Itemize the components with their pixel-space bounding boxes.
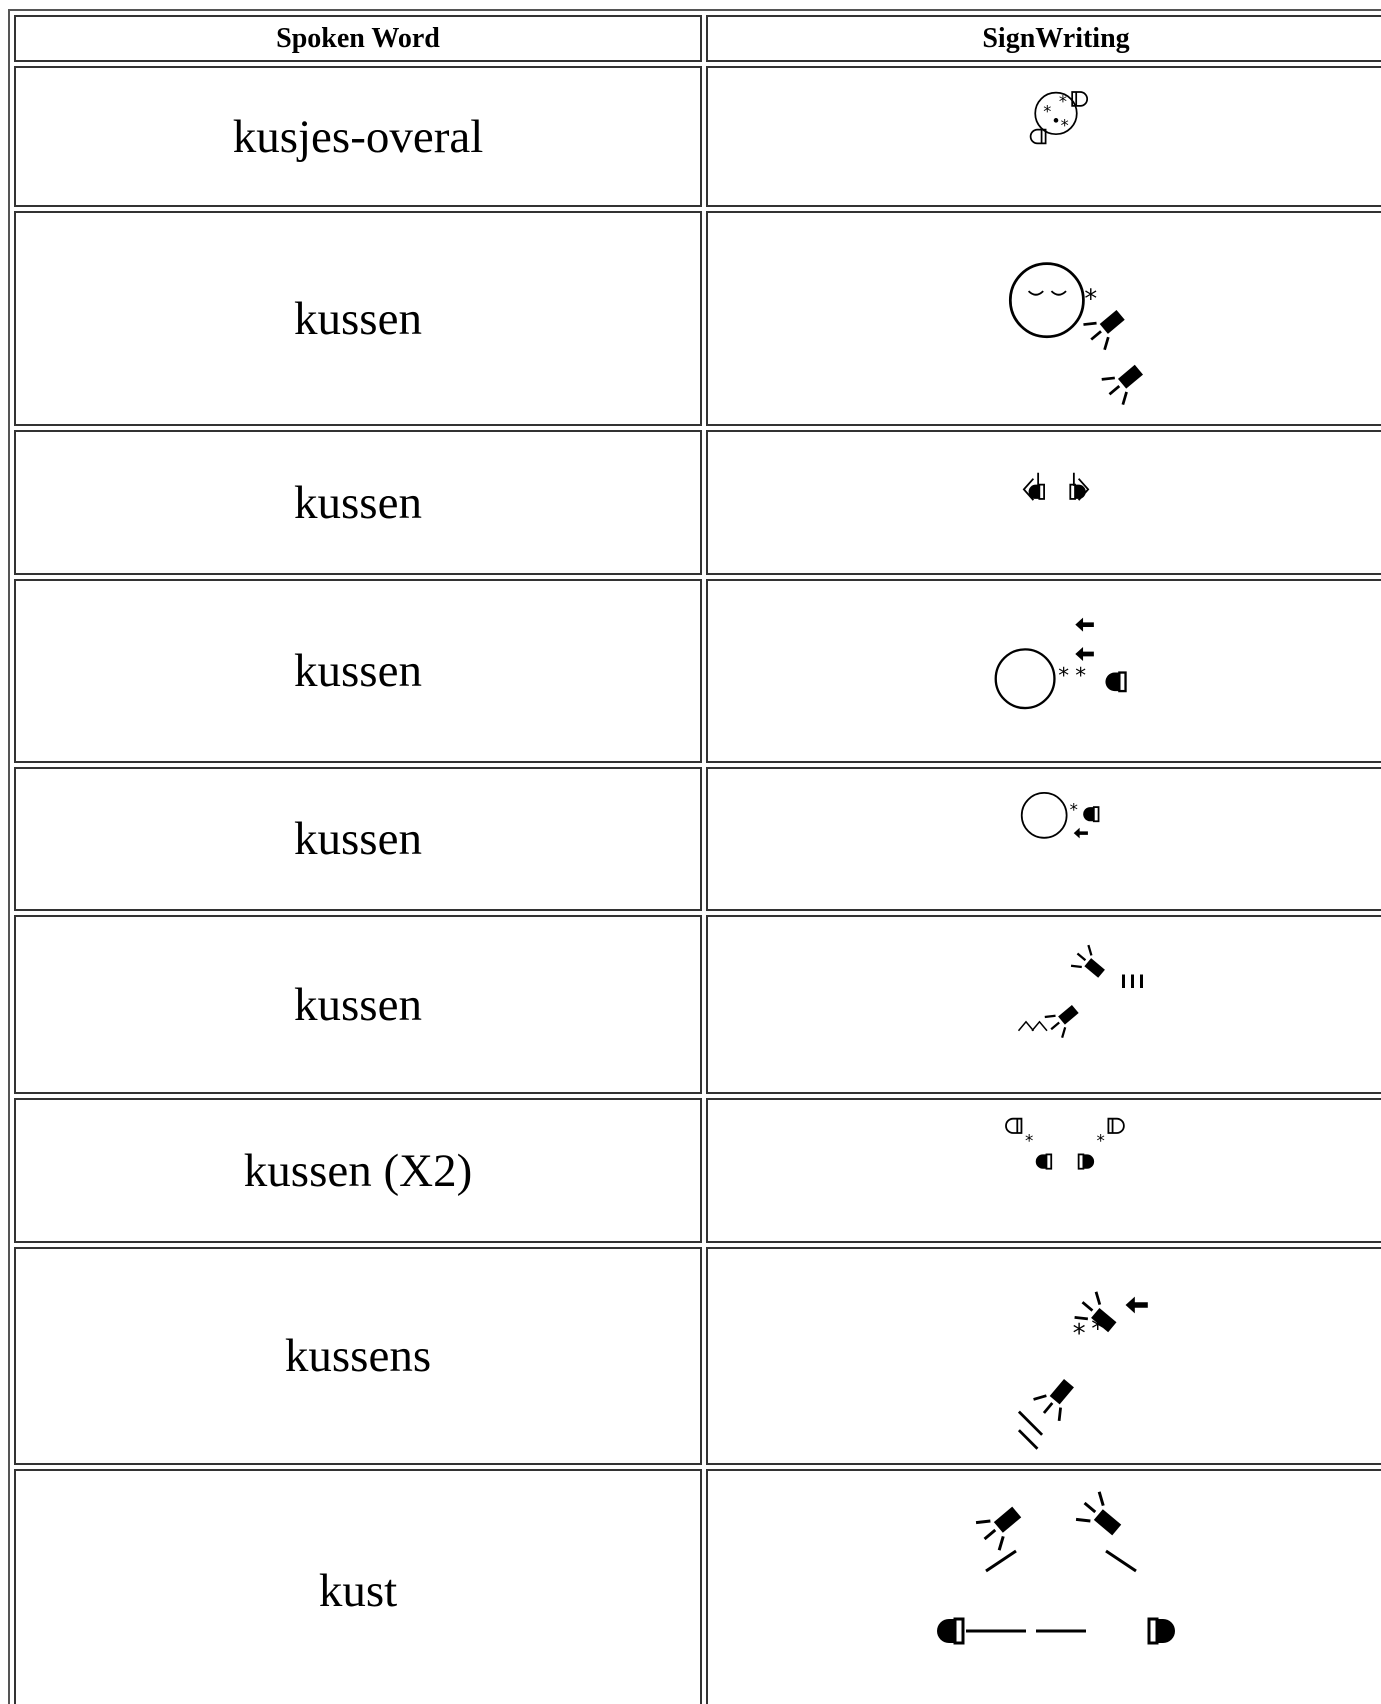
- table-row: kussen: [14, 915, 1381, 1094]
- sign-glyph: [1017, 944, 1143, 1038]
- sign-glyph: *: [1008, 262, 1144, 405]
- table-row: kussens * *: [14, 1247, 1381, 1465]
- table-body: Spoken Word SignWriting kusjes-overal * * *…: [14, 15, 1381, 1704]
- table-row: kussen * *: [14, 579, 1381, 763]
- svg-text:*: *: [1070, 800, 1078, 819]
- sign-glyph: * *: [1017, 1291, 1148, 1450]
- sign-glyph: * *: [1005, 1117, 1125, 1170]
- svg-text:*: *: [1084, 285, 1097, 315]
- svg-text:*: *: [1025, 1132, 1033, 1151]
- header-row: Spoken Word SignWriting: [14, 15, 1381, 62]
- signwriting-cell: *: [706, 211, 1381, 426]
- svg-text:*: *: [1043, 101, 1051, 120]
- table-row: kussen *: [14, 767, 1381, 911]
- svg-text:*: *: [1075, 664, 1086, 689]
- table-container: Spoken Word SignWriting kusjes-overal * * *…: [8, 9, 1381, 1704]
- signwriting-cell: * *: [706, 579, 1381, 763]
- spoken-word: kust: [14, 1469, 702, 1704]
- spoken-word: kussens: [14, 1247, 702, 1465]
- table-row: kussen *: [14, 211, 1381, 426]
- signwriting-cell: [706, 915, 1381, 1094]
- spoken-word: kussen: [14, 767, 702, 911]
- signwriting-cell: *: [706, 767, 1381, 911]
- spoken-word: kussen (X2): [14, 1098, 702, 1243]
- sign-glyph: * *: [994, 617, 1127, 710]
- sign-glyph: [1022, 472, 1090, 501]
- sign-table: Spoken Word SignWriting kusjes-overal * * *…: [8, 9, 1381, 1704]
- header-cell: SignWriting: [706, 15, 1381, 62]
- signwriting-cell: * * *: [706, 66, 1381, 207]
- table-row: kussen (X2) * *: [14, 1098, 1381, 1243]
- svg-text:*: *: [1073, 1319, 1086, 1349]
- spoken-word: kussen: [14, 211, 702, 426]
- svg-text:*: *: [1059, 91, 1067, 110]
- spoken-word: kusjes-overal: [14, 66, 702, 207]
- svg-text:*: *: [1058, 664, 1069, 689]
- table-row: kust: [14, 1469, 1381, 1704]
- signwriting-cell: * *: [706, 1247, 1381, 1465]
- table-row: kussen: [14, 430, 1381, 575]
- svg-text:*: *: [1091, 1314, 1104, 1344]
- header-cell: Spoken Word: [14, 15, 702, 62]
- signwriting-cell: [706, 1469, 1381, 1704]
- sign-glyph: [937, 1491, 1175, 1645]
- sign-glyph: *: [1020, 792, 1100, 839]
- table-row: kusjes-overal * * *: [14, 66, 1381, 207]
- sign-glyph: * * *: [1029, 91, 1089, 145]
- signwriting-cell: [706, 430, 1381, 575]
- svg-text:*: *: [1096, 1132, 1104, 1151]
- spoken-word: kussen: [14, 579, 702, 763]
- spoken-word: kussen: [14, 915, 702, 1094]
- signwriting-cell: * *: [706, 1098, 1381, 1243]
- spoken-word: kussen: [14, 430, 702, 575]
- svg-text:*: *: [1061, 116, 1069, 135]
